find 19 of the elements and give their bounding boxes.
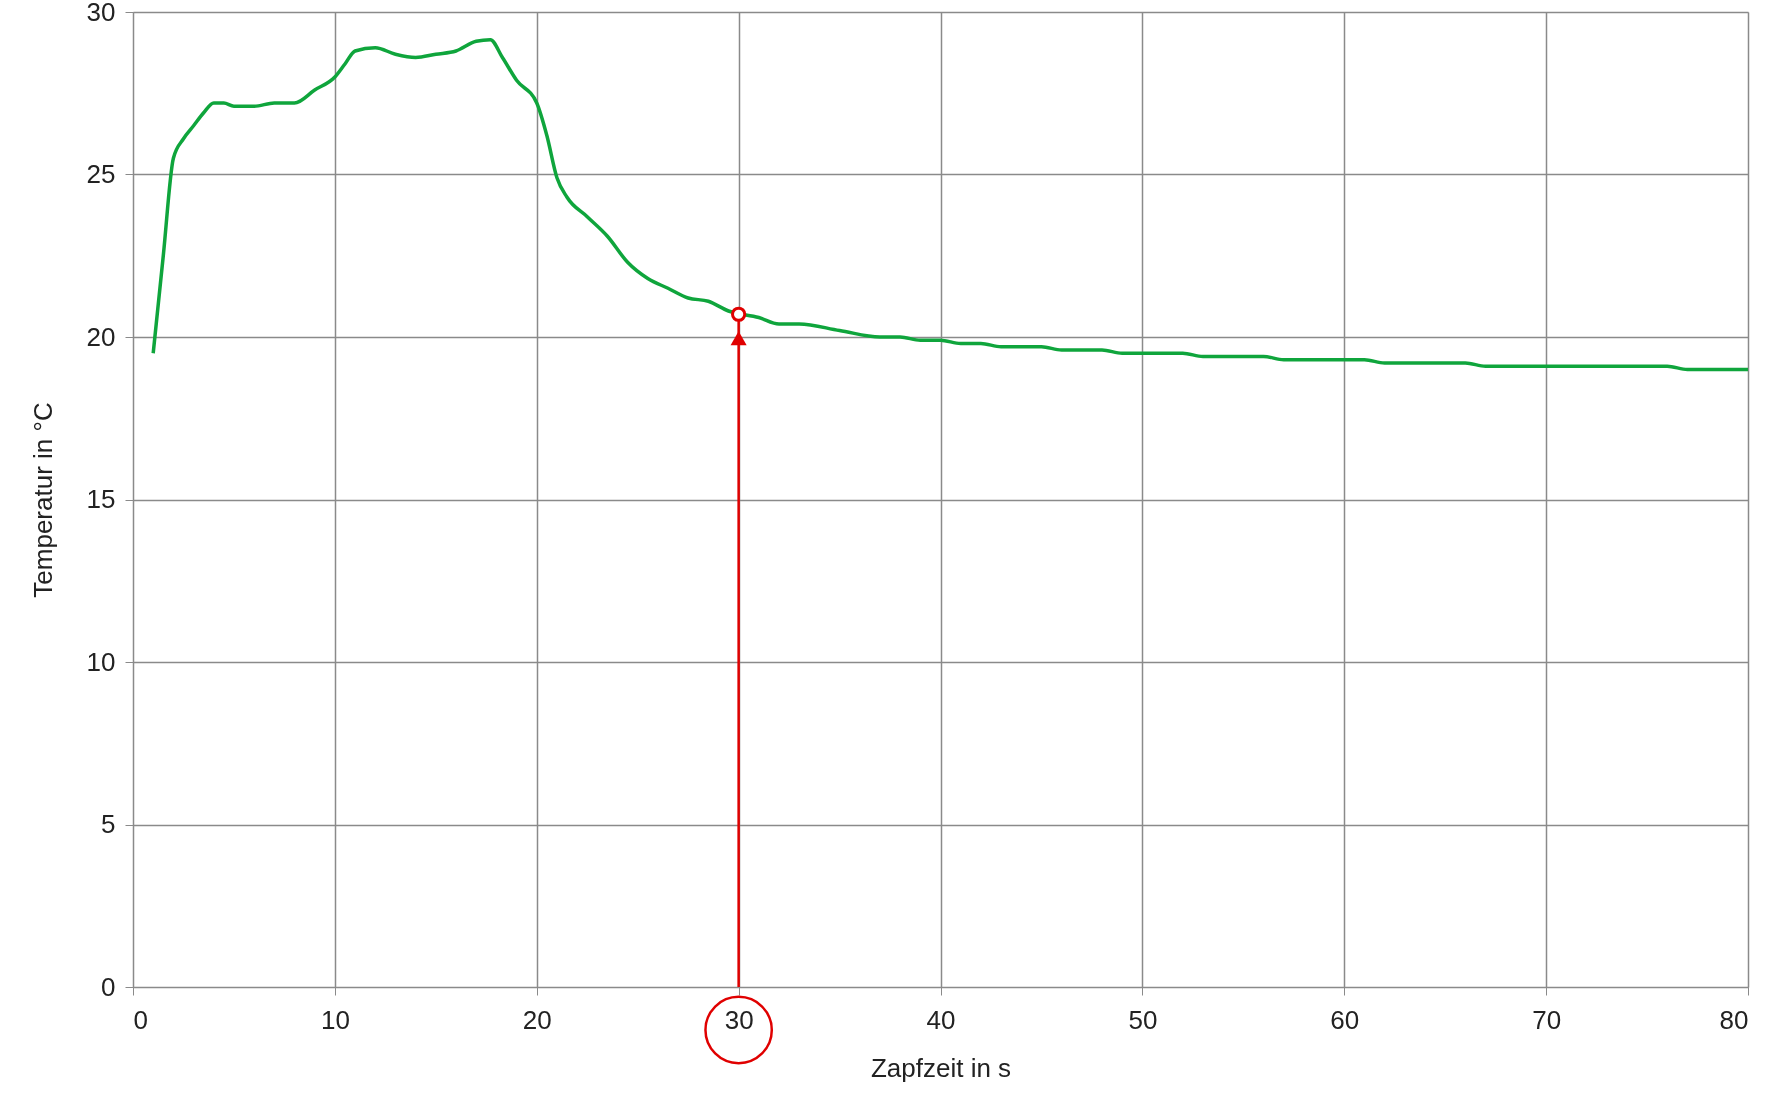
x-tick-label: 10 xyxy=(320,1004,350,1035)
x-tick-label: 80 xyxy=(1719,1004,1749,1035)
y-tick-label: 25 xyxy=(86,159,116,189)
x-tick-label: 60 xyxy=(1330,1004,1360,1035)
y-tick-label: 0 xyxy=(101,971,116,1002)
x-tick-label: 0 xyxy=(133,1004,148,1035)
x-tick-label: 20 xyxy=(522,1004,552,1035)
y-tick-label: 20 xyxy=(86,321,116,352)
y-tick-label: 30 xyxy=(86,0,116,27)
x-axis-title: Zapfzeit in s xyxy=(870,1052,1012,1083)
x-tick-label: 40 xyxy=(926,1004,956,1035)
x-tick-label: 50 xyxy=(1128,1004,1158,1035)
line-series xyxy=(151,37,1750,372)
x-tick-label: 70 xyxy=(1532,1004,1562,1035)
y-axis-title: Temperatur in °C xyxy=(27,402,58,598)
y-tick-label: 5 xyxy=(101,809,116,839)
y-tick-label: 15 xyxy=(86,484,116,514)
y-tick-label: 10 xyxy=(86,646,116,677)
x-tick-label: 30 xyxy=(724,1004,754,1035)
